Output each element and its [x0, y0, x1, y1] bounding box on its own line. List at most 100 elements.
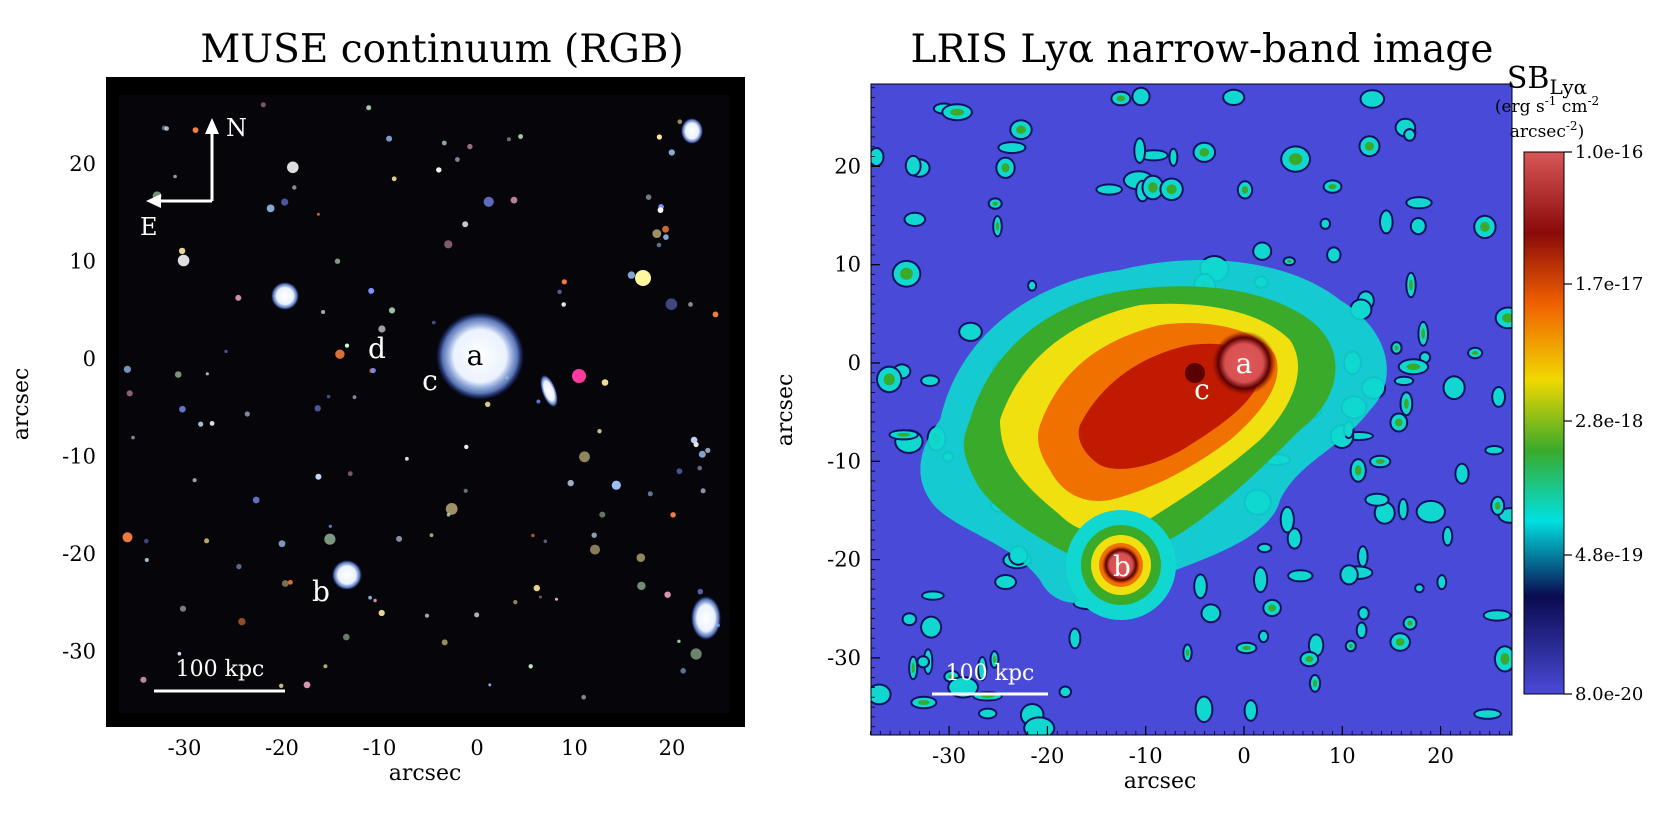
y-tick-label: -20 — [62, 542, 96, 566]
muse-faint-source — [209, 421, 215, 426]
muse-faint-source — [599, 511, 606, 518]
lya-noise-blob — [1341, 566, 1357, 584]
compass-east-label: E — [140, 213, 158, 241]
muse-source-b — [332, 560, 362, 590]
muse-faint-source — [368, 287, 375, 294]
lya-noise-core — [1495, 501, 1501, 510]
muse-faint-source — [288, 579, 293, 585]
lya-noise-core — [1016, 125, 1026, 134]
muse-faint-source — [131, 435, 135, 440]
muse-source-bright-3 — [681, 118, 703, 144]
colorbar — [1523, 151, 1565, 695]
muse-faint-source — [140, 676, 147, 683]
muse-axes: -30 -20 -10 0 10 20 20 10 0 -10 -20 -30 — [62, 85, 741, 760]
muse-source-yellow — [635, 270, 651, 286]
left-panel-title: MUSE continuum (RGB) — [200, 27, 683, 72]
compass: N E — [140, 114, 247, 241]
muse-faint-source — [591, 532, 597, 538]
muse-faint-source — [579, 451, 590, 463]
muse-faint-source — [656, 134, 663, 140]
muse-faint-source — [122, 532, 133, 543]
lya-noise-blob — [1170, 149, 1177, 165]
muse-faint-source — [432, 320, 436, 325]
lya-noise-core — [1328, 184, 1337, 190]
lya-noise-blob — [1366, 494, 1388, 505]
lya-noise-blob — [1438, 576, 1446, 589]
lya-noise-blob — [1202, 605, 1220, 622]
muse-faint-source — [601, 379, 609, 386]
muse-faint-source — [645, 194, 652, 200]
muse-label-b: b — [312, 575, 330, 608]
muse-faint-source — [424, 613, 430, 618]
lya-noise-core — [1287, 259, 1292, 263]
lya-noise-blob — [918, 657, 928, 667]
muse-faint-source — [463, 488, 468, 493]
lya-noise-blob — [1493, 388, 1504, 406]
muse-faint-source — [173, 174, 177, 179]
muse-faint-source — [506, 137, 511, 142]
lya-noise-core — [900, 267, 913, 280]
muse-faint-source — [323, 664, 328, 669]
x-tick-label: 10 — [1329, 744, 1356, 768]
muse-faint-source — [444, 240, 453, 249]
lya-noise-core — [1116, 95, 1126, 102]
lya-axes: -30 -20 -10 0 10 20 20 10 0 -10 -20 -30 — [827, 83, 1513, 768]
lya-noise-core — [1242, 645, 1251, 651]
lya-noise-blob — [1456, 464, 1468, 483]
lya-noise-blob — [1486, 447, 1502, 454]
x-tick-label: -10 — [363, 736, 397, 760]
y-tick-label: -10 — [62, 445, 96, 469]
muse-faint-source — [561, 279, 567, 285]
muse-faint-source — [326, 394, 331, 399]
lya-noise-blob — [923, 592, 943, 599]
lya-noise-blob — [1025, 718, 1054, 735]
muse-faint-source — [441, 639, 448, 646]
muse-faint-source — [366, 105, 372, 111]
lya-scale-label: 100 kpc — [946, 661, 1035, 686]
lya-noise-blob — [1444, 527, 1452, 545]
lya-noise-blob — [996, 576, 1015, 588]
y-tick-label: -20 — [827, 548, 861, 572]
muse-faint-source — [179, 405, 186, 413]
muse-faint-source — [538, 595, 542, 599]
muse-faint-source — [690, 436, 698, 444]
lya-noise-blob — [1395, 377, 1413, 385]
muse-faint-source — [518, 134, 523, 139]
lya-noise-core — [1148, 182, 1158, 193]
lya-noise-blob — [1411, 219, 1425, 234]
muse-faint-source — [510, 196, 518, 204]
muse-faint-source — [676, 468, 683, 475]
muse-faint-source — [204, 538, 210, 544]
lya-noise-core — [1001, 163, 1010, 173]
muse-faint-source — [324, 533, 336, 545]
muse-label-c: c — [422, 364, 438, 397]
lya-noise-blob — [1281, 507, 1293, 532]
muse-faint-source — [611, 480, 621, 490]
muse-faint-source — [368, 595, 372, 600]
lya-noise-blob — [1309, 635, 1323, 656]
lya-noise-core — [1375, 459, 1385, 464]
x-tick-label: -10 — [1129, 744, 1163, 768]
muse-faint-source — [474, 612, 480, 618]
muse-faint-source — [670, 512, 676, 518]
lya-noise-core — [1365, 141, 1374, 151]
lya-noise-blob — [1097, 185, 1121, 194]
muse-scale-label: 100 kpc — [176, 657, 265, 682]
muse-faint-source — [663, 234, 669, 240]
x-tick-label: -30 — [932, 744, 966, 768]
lya-noise-blob — [980, 709, 996, 718]
muse-faint-source — [144, 557, 149, 563]
muse-faint-source — [315, 473, 322, 480]
lya-noise-blob — [1196, 697, 1212, 722]
muse-faint-source — [464, 444, 469, 450]
muse-faint-source — [344, 343, 350, 348]
muse-faint-source — [705, 447, 711, 453]
muse-faint-source — [343, 633, 350, 641]
muse-faint-source — [636, 553, 646, 562]
colorbar-unit-line1: (erg s-1 cm-2 — [1495, 94, 1599, 117]
lya-noise-core — [948, 674, 955, 679]
lya-source-a — [1212, 331, 1276, 395]
muse-faint-source — [378, 325, 386, 333]
muse-faint-source — [144, 538, 149, 544]
